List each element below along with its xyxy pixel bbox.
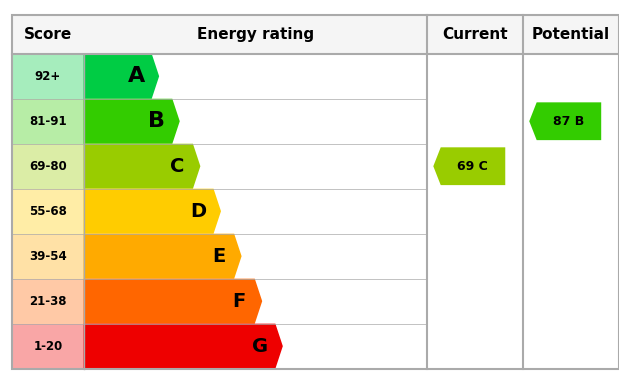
Text: F: F <box>233 292 246 311</box>
Text: 87 B: 87 B <box>553 115 584 128</box>
Polygon shape <box>84 279 262 324</box>
Polygon shape <box>84 144 201 189</box>
Polygon shape <box>84 324 283 369</box>
Text: 55-68: 55-68 <box>29 205 67 218</box>
Text: B: B <box>149 111 165 131</box>
Text: Score: Score <box>24 27 72 42</box>
Text: C: C <box>170 157 184 176</box>
Bar <box>12 144 84 189</box>
Text: Potential: Potential <box>532 27 610 42</box>
Text: 21-38: 21-38 <box>29 295 67 308</box>
Text: 69-80: 69-80 <box>29 160 67 173</box>
Polygon shape <box>433 147 505 185</box>
Text: 69 C: 69 C <box>457 160 488 173</box>
Polygon shape <box>84 99 180 144</box>
Bar <box>12 189 84 234</box>
Text: 92+: 92+ <box>35 70 61 83</box>
Text: E: E <box>212 247 225 266</box>
Text: 39-54: 39-54 <box>29 250 67 263</box>
Text: 1-20: 1-20 <box>33 340 63 353</box>
Polygon shape <box>84 234 241 279</box>
Polygon shape <box>84 189 221 234</box>
Bar <box>12 234 84 279</box>
Bar <box>12 54 84 99</box>
Bar <box>12 15 619 54</box>
Bar <box>12 324 84 369</box>
Text: Current: Current <box>442 27 508 42</box>
Text: G: G <box>252 337 268 356</box>
Bar <box>12 99 84 144</box>
Bar <box>12 279 84 324</box>
Text: D: D <box>190 202 206 221</box>
Polygon shape <box>84 54 159 99</box>
Text: Energy rating: Energy rating <box>197 27 314 42</box>
Text: 81-91: 81-91 <box>29 115 67 128</box>
Text: A: A <box>128 66 145 86</box>
Polygon shape <box>529 103 601 140</box>
